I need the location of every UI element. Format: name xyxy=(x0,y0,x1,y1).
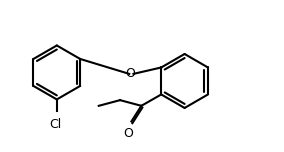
Text: O: O xyxy=(124,127,133,140)
Text: Cl: Cl xyxy=(49,118,62,131)
Text: O: O xyxy=(126,67,135,80)
